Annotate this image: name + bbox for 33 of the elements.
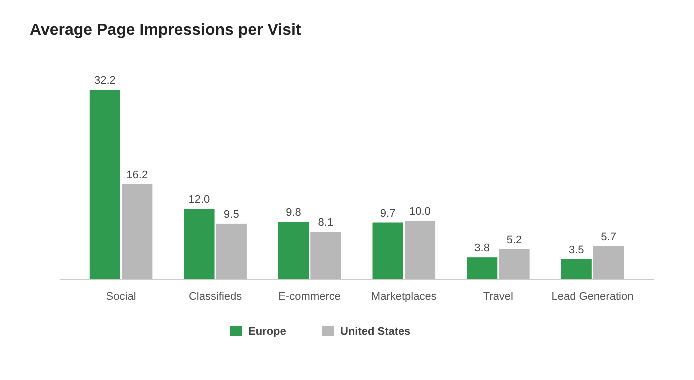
x-tick-label: Classifieds bbox=[188, 291, 243, 303]
data-label: 9.5 bbox=[224, 208, 240, 221]
bar bbox=[310, 232, 342, 280]
bar bbox=[499, 249, 530, 280]
bar bbox=[561, 259, 592, 280]
data-label: 5.2 bbox=[506, 234, 522, 246]
data-label: 5.7 bbox=[601, 231, 616, 244]
bar bbox=[122, 184, 153, 280]
data-label: 9.7 bbox=[380, 208, 396, 220]
data-label: 3.8 bbox=[474, 242, 490, 255]
data-label: 10.0 bbox=[410, 206, 431, 218]
data-label: 3.5 bbox=[568, 244, 584, 256]
x-tick-label: E-commerce bbox=[278, 291, 342, 303]
legend-label: United States bbox=[340, 326, 411, 338]
data-label: 12.0 bbox=[188, 194, 210, 206]
chart-title: Average Page Impressions per Visit bbox=[30, 22, 302, 39]
bar bbox=[404, 220, 436, 280]
data-label: 32.2 bbox=[94, 75, 116, 87]
data-label: 16.2 bbox=[126, 169, 148, 182]
x-tick-label: Lead Generation bbox=[552, 291, 634, 303]
data-label: 8.1 bbox=[318, 217, 334, 230]
x-tick-label: Travel bbox=[483, 291, 514, 303]
bar bbox=[184, 209, 215, 280]
bar bbox=[594, 246, 624, 280]
legend-label: Europe bbox=[248, 326, 286, 338]
bar bbox=[278, 222, 310, 280]
x-tick-label: Marketplaces bbox=[371, 291, 438, 303]
bar bbox=[372, 222, 404, 280]
x-tick-label: Social bbox=[106, 291, 136, 303]
bar bbox=[216, 224, 247, 280]
bar bbox=[467, 258, 498, 280]
bar bbox=[90, 90, 120, 280]
data-label: 9.8 bbox=[286, 207, 302, 220]
